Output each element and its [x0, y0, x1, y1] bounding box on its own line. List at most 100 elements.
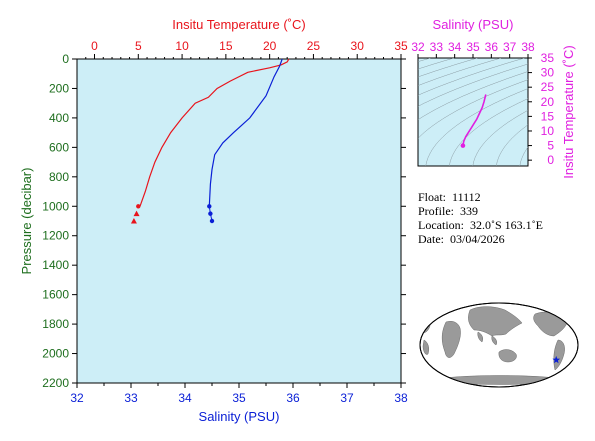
- salinity-marker: [207, 204, 212, 209]
- salinity-marker: [209, 218, 215, 224]
- world-map: [419, 302, 579, 388]
- pressure-tick-label: 1200: [42, 229, 69, 243]
- density-contour: [496, 124, 528, 166]
- ts-salinity-axis-label: Salinity (PSU): [433, 17, 514, 32]
- temperature-axis: 0 5 10 15 20 25 30 35: [85, 39, 408, 59]
- float-row: Float: 11112: [418, 190, 543, 204]
- ts-temperature-tick-label: 35: [541, 51, 555, 65]
- ts-curve-line: [462, 94, 487, 146]
- temperature-marker: [130, 218, 137, 224]
- density-contour: [425, 88, 528, 166]
- ts-temperature-tick-label: 25: [541, 80, 555, 94]
- profile-row: Profile: 339: [418, 204, 543, 218]
- ts-salinity-tick-label: 36: [485, 40, 499, 54]
- temperature-axis-label: Insitu Temperature (˚C): [172, 17, 305, 32]
- salinity-tick-label: 33: [124, 391, 138, 405]
- temperature-tick-label: 15: [219, 39, 233, 53]
- location-label: Location:: [418, 218, 464, 232]
- float-info-panel: Float: 11112 Profile: 339 Location: 32.0…: [418, 190, 543, 246]
- ts-temperature-tick-label: 20: [541, 95, 555, 109]
- pressure-tick-label: 1800: [42, 317, 69, 331]
- temperature-tick-label: 30: [351, 39, 365, 53]
- temperature-tick-label: 35: [394, 39, 408, 53]
- pressure-axis: 0 200 400 600 800 1000 1200 1400 1600 1800 2000 220…: [42, 52, 406, 390]
- temperature-tick-label: 20: [263, 39, 277, 53]
- ts-diagram-background: [417, 57, 529, 167]
- salinity-tick-label: 38: [394, 391, 408, 405]
- salinity-tick-label: 32: [70, 391, 84, 405]
- density-contour: [418, 71, 528, 121]
- pressure-tick-label: 200: [49, 81, 69, 95]
- ts-salinity-tick-label: 33: [430, 40, 444, 54]
- pressure-axis-label: Pressure (decibar): [19, 168, 34, 275]
- profile-plot-background: [76, 58, 402, 384]
- density-contours: [418, 58, 595, 166]
- ts-temperature-tick-label: 5: [547, 139, 554, 153]
- pressure-tick-label: 1600: [42, 288, 69, 302]
- ts-temperature-tick-label: 15: [541, 109, 555, 123]
- pressure-tick-label: 800: [49, 170, 69, 184]
- ts-curve-marker: [460, 143, 466, 148]
- salinity-profile-series: [207, 58, 283, 224]
- location-star-icon: [552, 355, 561, 364]
- profile-value: 339: [460, 204, 478, 218]
- density-contour: [449, 98, 528, 166]
- salinity-axis: 32 33 34 35 36 37 38: [70, 383, 408, 405]
- density-contour: [418, 58, 501, 86]
- temperature-marker: [136, 204, 141, 209]
- pressure-tick-label: 2200: [42, 376, 69, 390]
- ts-temperature-tick-label: 0: [547, 153, 554, 167]
- temperature-tick-label: 25: [307, 39, 321, 53]
- location-value: 32.0˚S 163.1˚E: [469, 218, 543, 232]
- ts-temperature-tick-label: 10: [541, 124, 555, 138]
- float-label: Float:: [418, 190, 447, 204]
- float-value: 11112: [452, 190, 481, 204]
- density-contour: [472, 109, 528, 166]
- pressure-tick-label: 400: [49, 111, 69, 125]
- pressure-tick-label: 600: [49, 140, 69, 154]
- pressure-tick-label: 0: [62, 52, 69, 66]
- density-contour: [418, 58, 478, 78]
- pressure-tick-label: 1400: [42, 258, 69, 272]
- ts-temperature-axis-label: Insitu Temperature (˚C): [561, 45, 576, 178]
- salinity-tick-label: 37: [340, 391, 354, 405]
- date-label: Date:: [418, 232, 444, 246]
- float-location-marker: [552, 355, 561, 364]
- salinity-tick-label: 34: [178, 391, 192, 405]
- ts-salinity-tick-label: 38: [521, 40, 535, 54]
- location-row: Location: 32.0˚S 163.1˚E: [418, 218, 543, 232]
- temperature-tick-label: 10: [175, 39, 189, 53]
- density-contour: [418, 79, 528, 139]
- pressure-tick-label: 2000: [42, 347, 69, 361]
- temperature-line: [139, 58, 290, 207]
- ts-salinity-axis: 32 33 34 35 36 37 38: [411, 40, 535, 58]
- profile-plot: 0200400600800100012001400160018002000220…: [19, 17, 408, 424]
- temperature-profile-series: [130, 58, 290, 224]
- temperature-tick-label: 5: [135, 39, 142, 53]
- ts-curve-series: [460, 94, 487, 148]
- density-contour: [418, 58, 525, 96]
- temperature-tick-label: 0: [91, 39, 98, 53]
- ts-salinity-tick-label: 37: [503, 40, 517, 54]
- profile-label: Profile:: [418, 204, 454, 218]
- density-contour: [418, 63, 528, 107]
- salinity-tick-label: 35: [232, 391, 246, 405]
- map-frame: [419, 302, 579, 388]
- ts-salinity-tick-label: 34: [448, 40, 462, 54]
- salinity-marker: [208, 211, 213, 216]
- ts-temperature-tick-label: 30: [541, 66, 555, 80]
- density-contour: [519, 146, 528, 166]
- temperature-marker: [133, 210, 140, 217]
- ts-salinity-tick-label: 32: [411, 40, 425, 54]
- density-contour: [590, 58, 595, 166]
- ts-salinity-tick-label: 35: [466, 40, 480, 54]
- salinity-axis-label: Salinity (PSU): [199, 409, 280, 424]
- date-row: Date: 03/04/2026: [418, 232, 543, 246]
- pressure-tick-label: 1000: [42, 199, 69, 213]
- salinity-line: [208, 58, 283, 207]
- date-value: 03/04/2026: [450, 232, 505, 246]
- salinity-tick-label: 36: [286, 391, 300, 405]
